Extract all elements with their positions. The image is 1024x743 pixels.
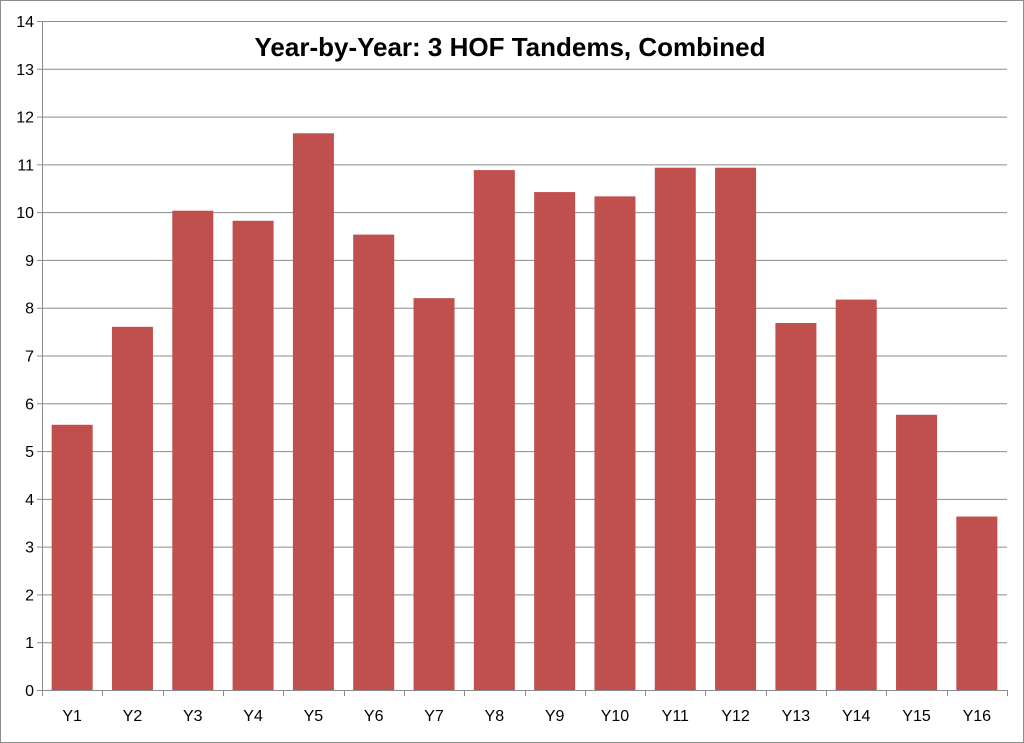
x-tick-label: Y14: [842, 708, 871, 725]
y-tick-label: 0: [25, 683, 34, 700]
y-tick-label: 1: [25, 635, 34, 652]
bars: [51, 133, 998, 690]
x-tick-labels: Y1 Y2 Y3 Y4 Y5 Y6 Y7 Y8 Y9 Y10 Y11 Y12 Y13 Y14 Y15 Y16: [62, 708, 991, 725]
y-tick-label: 11: [17, 157, 34, 174]
y-tick-label: 2: [25, 587, 34, 604]
x-tick-label: Y6: [364, 708, 384, 725]
y-tick-label: 7: [25, 349, 34, 366]
y-tick-label: 10: [16, 205, 34, 222]
bar-y15: [896, 414, 938, 690]
bar-y3: [172, 210, 214, 690]
y-tick-label: 13: [16, 62, 34, 79]
bar-y14: [835, 299, 877, 690]
bar-y4: [232, 220, 274, 690]
x-tick-label: Y3: [183, 708, 203, 725]
y-tick-label: 12: [16, 110, 34, 127]
bar-y9: [534, 192, 576, 690]
y-tick-label: 9: [25, 253, 34, 270]
y-tick-label: 3: [25, 540, 34, 557]
bar-y2: [111, 326, 153, 690]
y-tick-label: 5: [25, 444, 34, 461]
bar-y13: [775, 323, 817, 690]
y-tick-label: 14: [16, 14, 34, 31]
bar-y8: [473, 170, 515, 690]
bar-y16: [956, 516, 998, 690]
x-tick-label: Y1: [62, 708, 82, 725]
x-tick-label: Y11: [662, 708, 689, 725]
axes: [37, 21, 1008, 696]
bar-y11: [654, 167, 696, 690]
y-tick-label: 4: [25, 492, 34, 509]
bar-y7: [413, 298, 455, 690]
x-tick-label: Y2: [123, 708, 143, 725]
bar-y12: [715, 167, 757, 690]
bar-y10: [594, 196, 636, 690]
chart-title: Year-by-Year: 3 HOF Tandems, Combined: [255, 32, 766, 62]
x-tick-label: Y7: [424, 708, 444, 725]
x-tick-label: Y4: [243, 708, 263, 725]
x-tick-label: Y16: [963, 708, 992, 725]
x-tick-label: Y15: [902, 708, 931, 725]
x-tick-label: Y5: [304, 708, 324, 725]
x-tick-label: Y8: [485, 708, 505, 725]
y-tick-label: 8: [25, 301, 34, 318]
x-tick-label: Y9: [545, 708, 565, 725]
bar-y5: [292, 133, 334, 690]
bar-y6: [353, 234, 395, 690]
x-tick-label: Y10: [601, 708, 630, 725]
x-tick-label: Y12: [721, 708, 750, 725]
x-tick-label: Y13: [782, 708, 811, 725]
bar-y1: [51, 424, 93, 690]
y-tick-label: 6: [25, 396, 34, 413]
